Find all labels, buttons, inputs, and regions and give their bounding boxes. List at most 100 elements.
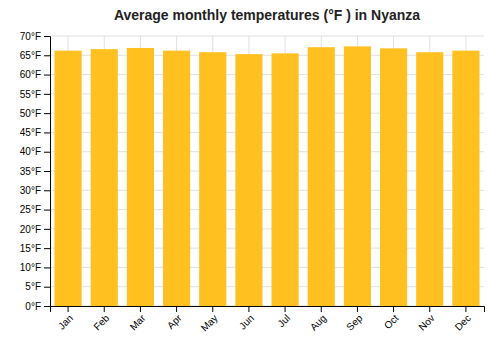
y-tick: 45°F [20,127,50,138]
x-tick-mark [68,306,69,312]
x-tick: Jan [56,306,75,332]
x-tick: Jul [275,306,292,329]
x-tick-label: Feb [91,312,111,332]
y-tick-label: 60°F [20,69,41,80]
bar [308,47,335,306]
y-tick-mark [44,267,50,268]
bars [55,46,480,306]
y-tick: 50°F [20,108,50,119]
x-tick-label: Mar [128,312,148,332]
y-tick: 10°F [20,262,50,273]
x-tick-mark [104,306,105,312]
bar [344,46,371,306]
x-tick: Apr [165,306,184,331]
grid [50,36,484,306]
x-tick-mark [321,306,322,312]
y-tick: 60°F [20,69,50,80]
y-tick-label: 55°F [20,89,41,100]
y-tick-label: 70°F [20,31,41,42]
x-tick-mark [285,306,286,312]
x-tick: Oct [382,306,401,331]
title: Average monthly temperatures (°F ) in Ny… [114,7,420,23]
x-tick: May [199,306,220,334]
x-tick-mark [393,306,394,312]
x-tick-mark [429,306,430,312]
y-tick-mark [44,190,50,191]
y-tick: 65°F [20,50,50,61]
y-axis-line [44,37,51,307]
y-tick: 0°F [25,301,50,312]
x-tick-mark [248,306,249,312]
bar [380,48,407,306]
y-tick-mark [44,171,50,172]
x-tick-label: Nov [416,312,436,332]
y-tick-mark [44,55,50,56]
x-tick-mark [465,306,466,312]
y-tick-mark [44,210,50,211]
x-tick-label: Jan [56,312,75,331]
x-axis: Jan Feb Mar Apr May Jun Jul Aug Sep Oct Nov Dec [51,306,485,334]
bar [416,52,443,306]
y-tick: 35°F [20,166,50,177]
x-tick: Aug [308,306,328,333]
x-tick-label: Jul [275,312,292,329]
x-tick: Mar [128,306,148,332]
y-tick-mark [44,306,50,307]
y-tick: 20°F [20,224,50,235]
x-tick-label: Sep [344,312,365,333]
x-axis-line [51,307,485,313]
y-tick-mark [44,132,50,133]
x-tick: Nov [416,306,436,333]
x-tick-label: Oct [382,312,401,331]
y-tick: 40°F [20,146,50,157]
x-tick: Jun [237,306,256,332]
y-tick: 25°F [20,204,50,215]
y-tick-mark [44,75,50,76]
y-tick-label: 35°F [20,166,41,177]
x-tick-label: Aug [308,312,328,332]
bar [127,48,154,306]
chart: 0°F 5°F 10°F 15°F 20°F 25°F 30°F 35°F 40°F 45°F 50… [0,0,500,350]
y-axis: 0°F 5°F 10°F 15°F 20°F 25°F 30°F 35°F 40°F 45°F 50… [20,31,51,312]
y-grid-line [50,36,484,37]
y-tick-mark [44,94,50,95]
y-tick: 5°F [25,281,50,292]
bar [199,52,226,306]
y-tick-label: 5°F [25,281,41,292]
y-tick-mark [44,229,50,230]
x-tick: Feb [91,306,111,332]
x-tick-label: Dec [453,312,473,332]
y-tick-mark [44,36,50,37]
x-tick-label: Apr [165,312,184,331]
y-tick-mark [44,287,50,288]
y-tick-mark [44,152,50,153]
x-tick-label: May [199,312,220,333]
y-tick: 30°F [20,185,50,196]
bar [55,51,82,306]
y-tick-label: 45°F [20,127,41,138]
bar [452,51,479,306]
x-tick-mark [212,306,213,312]
x-tick-label: Jun [237,312,256,331]
y-tick-label: 25°F [20,204,41,215]
y-tick-label: 50°F [20,108,41,119]
y-tick-mark [44,113,50,114]
y-tick-label: 40°F [20,146,41,157]
bar [235,54,262,306]
y-tick: 70°F [20,31,50,42]
x-tick-mark [357,306,358,312]
bar [163,51,190,306]
y-tick: 55°F [20,89,50,100]
y-tick-label: 65°F [20,50,41,61]
x-tick-mark [176,306,177,312]
x-tick: Dec [453,306,473,333]
y-tick-mark [44,248,50,249]
x-tick-mark [140,306,141,312]
y-tick-label: 10°F [20,262,41,273]
y-tick-label: 30°F [20,185,41,196]
x-tick: Sep [344,306,365,333]
y-tick-label: 15°F [20,243,41,254]
bar [272,53,299,306]
y-tick: 15°F [20,243,50,254]
bar [91,49,118,306]
